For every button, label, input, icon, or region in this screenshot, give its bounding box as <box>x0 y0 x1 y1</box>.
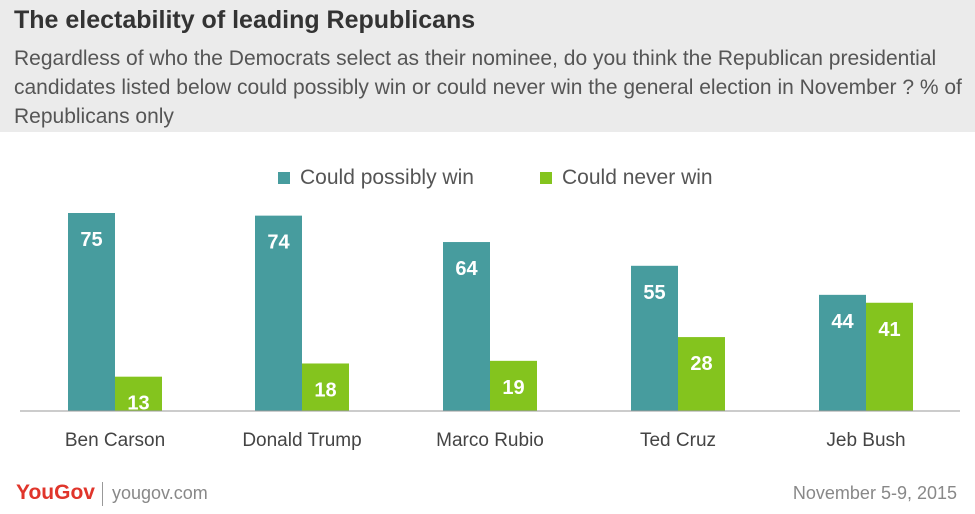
category-label-ted-cruz: Ted Cruz <box>640 430 716 451</box>
data-label-ben-carson-never-win: 13 <box>127 393 149 415</box>
legend-swatch-possibly-win <box>278 172 290 184</box>
footer-divider <box>102 482 103 506</box>
legend-item-never-win: Could never win <box>540 166 713 190</box>
footer-date: November 5-9, 2015 <box>792 483 957 503</box>
legend-swatch-never-win <box>540 172 552 184</box>
category-label-ben-carson: Ben Carson <box>65 430 165 451</box>
legend: Could possibly win Could never win <box>0 166 975 194</box>
category-label-jeb-bush: Jeb Bush <box>826 430 905 451</box>
bar-marco-rubio-possibly-win <box>443 242 490 411</box>
category-label-marco-rubio: Marco Rubio <box>436 430 544 451</box>
data-label-marco-rubio-possibly-win: 64 <box>455 258 478 280</box>
data-label-donald-trump-never-win: 18 <box>314 379 336 401</box>
chart-subtitle: Regardless of who the Democrats select a… <box>14 47 962 128</box>
data-label-jeb-bush-never-win: 41 <box>878 319 900 341</box>
bar-jeb-bush-possibly-win <box>819 294 866 411</box>
footer-site: yougov.com <box>112 483 208 503</box>
bar-ben-carson-never-win <box>115 376 162 411</box>
bar-ted-cruz-possibly-win <box>631 265 678 411</box>
legend-label-possibly-win: Could possibly win <box>300 166 474 189</box>
data-label-jeb-bush-possibly-win: 44 <box>831 311 854 333</box>
bar-jeb-bush-never-win <box>866 302 913 411</box>
data-label-ben-carson-possibly-win: 75 <box>80 229 102 251</box>
data-label-marco-rubio-never-win: 19 <box>502 377 524 399</box>
bar-donald-trump-possibly-win <box>255 215 302 411</box>
chart-title: The electability of leading Republicans <box>14 6 476 34</box>
bar-ben-carson-possibly-win <box>68 213 115 411</box>
legend-label-never-win: Could never win <box>562 166 713 189</box>
bar-donald-trump-never-win <box>302 363 349 411</box>
category-label-donald-trump: Donald Trump <box>242 430 361 451</box>
header: The electability of leading Republicans … <box>0 0 975 132</box>
data-label-ted-cruz-possibly-win: 55 <box>643 282 665 304</box>
bar-marco-rubio-never-win <box>490 360 537 411</box>
data-label-donald-trump-possibly-win: 74 <box>267 232 290 254</box>
bar-ted-cruz-never-win <box>678 337 725 411</box>
data-label-ted-cruz-never-win: 28 <box>690 353 712 375</box>
yougov-logo: YouGov <box>16 481 95 504</box>
legend-item-possibly-win: Could possibly win <box>278 166 474 190</box>
